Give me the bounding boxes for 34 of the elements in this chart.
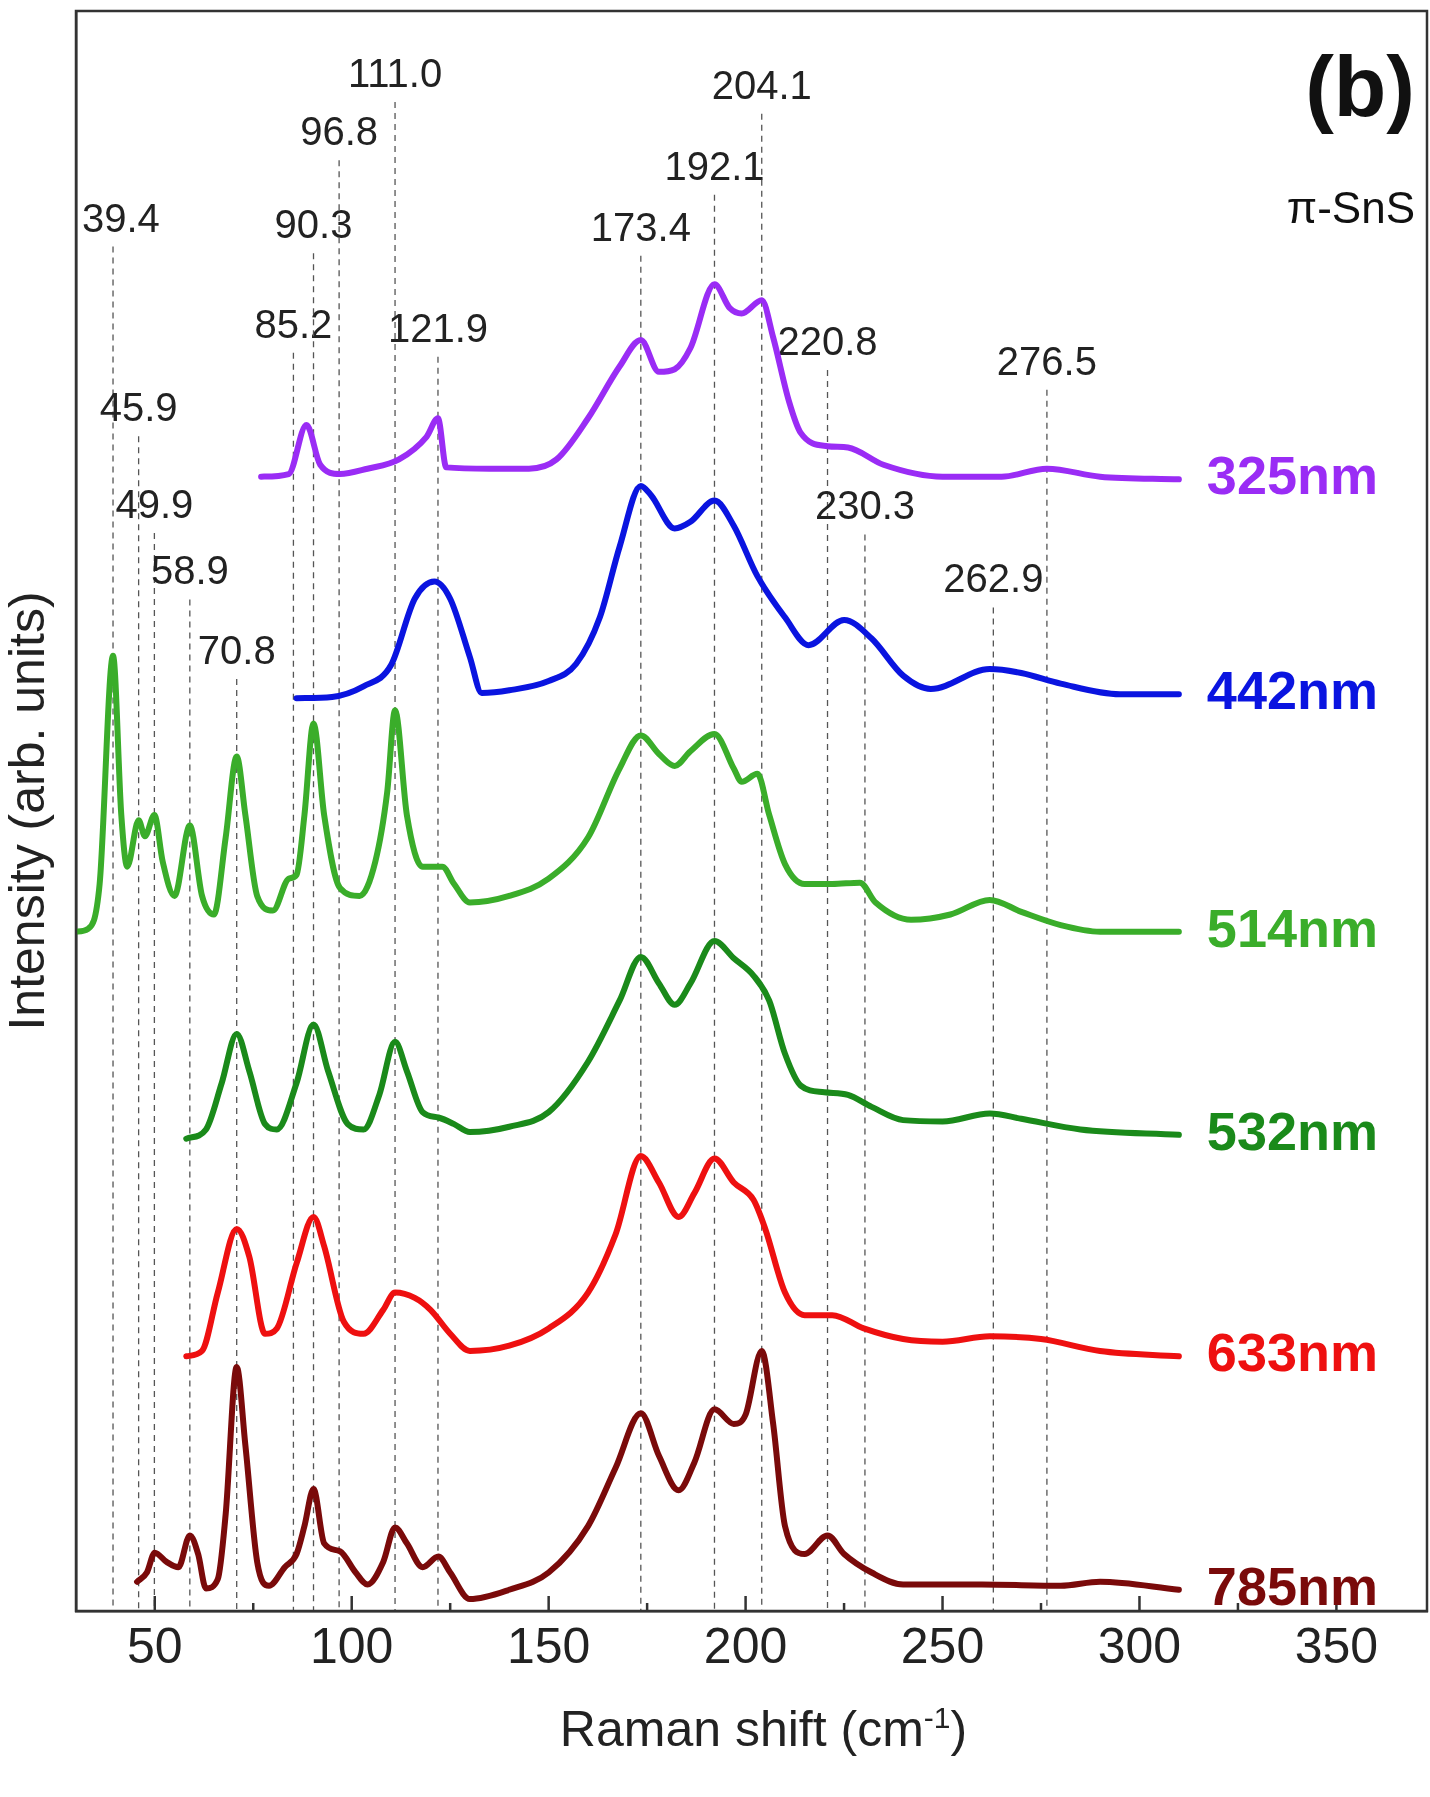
x-tick-label: 100: [310, 1617, 394, 1674]
x-axis-title: Raman shift (cm$^{-1}$): [558, 1700, 969, 1758]
ref-line-label: 230.3: [814, 483, 915, 528]
x-tick-label: 300: [1097, 1617, 1182, 1674]
x-tick-label: 150: [506, 1617, 591, 1674]
x-tick-label: 200: [703, 1617, 788, 1674]
series-label: 442nm: [1206, 660, 1378, 721]
ref-line-label: 58.9: [150, 548, 229, 593]
ref-line-label: 70.8: [197, 628, 276, 673]
ref-line-label: 85.2: [254, 301, 333, 346]
series-label: 633nm: [1206, 1322, 1378, 1383]
ref-line-label: 111.0: [347, 50, 443, 95]
ref-line-label: 220.8: [777, 318, 878, 363]
ref-line-label: 49.9: [115, 482, 194, 527]
ref-line-label: 96.8: [300, 109, 379, 154]
chart-title: (b): [1305, 38, 1415, 134]
y-axis-title: Intensity (arb. units): [0, 591, 55, 1031]
ref-line-label: 276.5: [996, 338, 1097, 383]
x-tick-label: 250: [900, 1617, 985, 1674]
x-tick-label: 350: [1294, 1617, 1379, 1674]
ref-line-label: 173.4: [590, 204, 691, 249]
ref-line-label: 204.1: [711, 62, 812, 107]
x-tick-label: 50: [126, 1617, 183, 1674]
ref-line-label: 90.3: [274, 202, 353, 247]
series-label: 532nm: [1206, 1100, 1378, 1161]
ref-line-label: 121.9: [387, 305, 489, 350]
ref-line-label: 45.9: [99, 385, 178, 430]
series-label: 325nm: [1206, 445, 1378, 506]
series-label: 785nm: [1206, 1555, 1378, 1616]
chart-subtitle: π-SnS: [1286, 183, 1415, 232]
ref-line-label: 192.1: [664, 143, 765, 188]
ref-line-label: 262.9: [943, 556, 1044, 601]
ref-line-label: 39.4: [82, 195, 160, 240]
series-label: 514nm: [1206, 897, 1378, 958]
